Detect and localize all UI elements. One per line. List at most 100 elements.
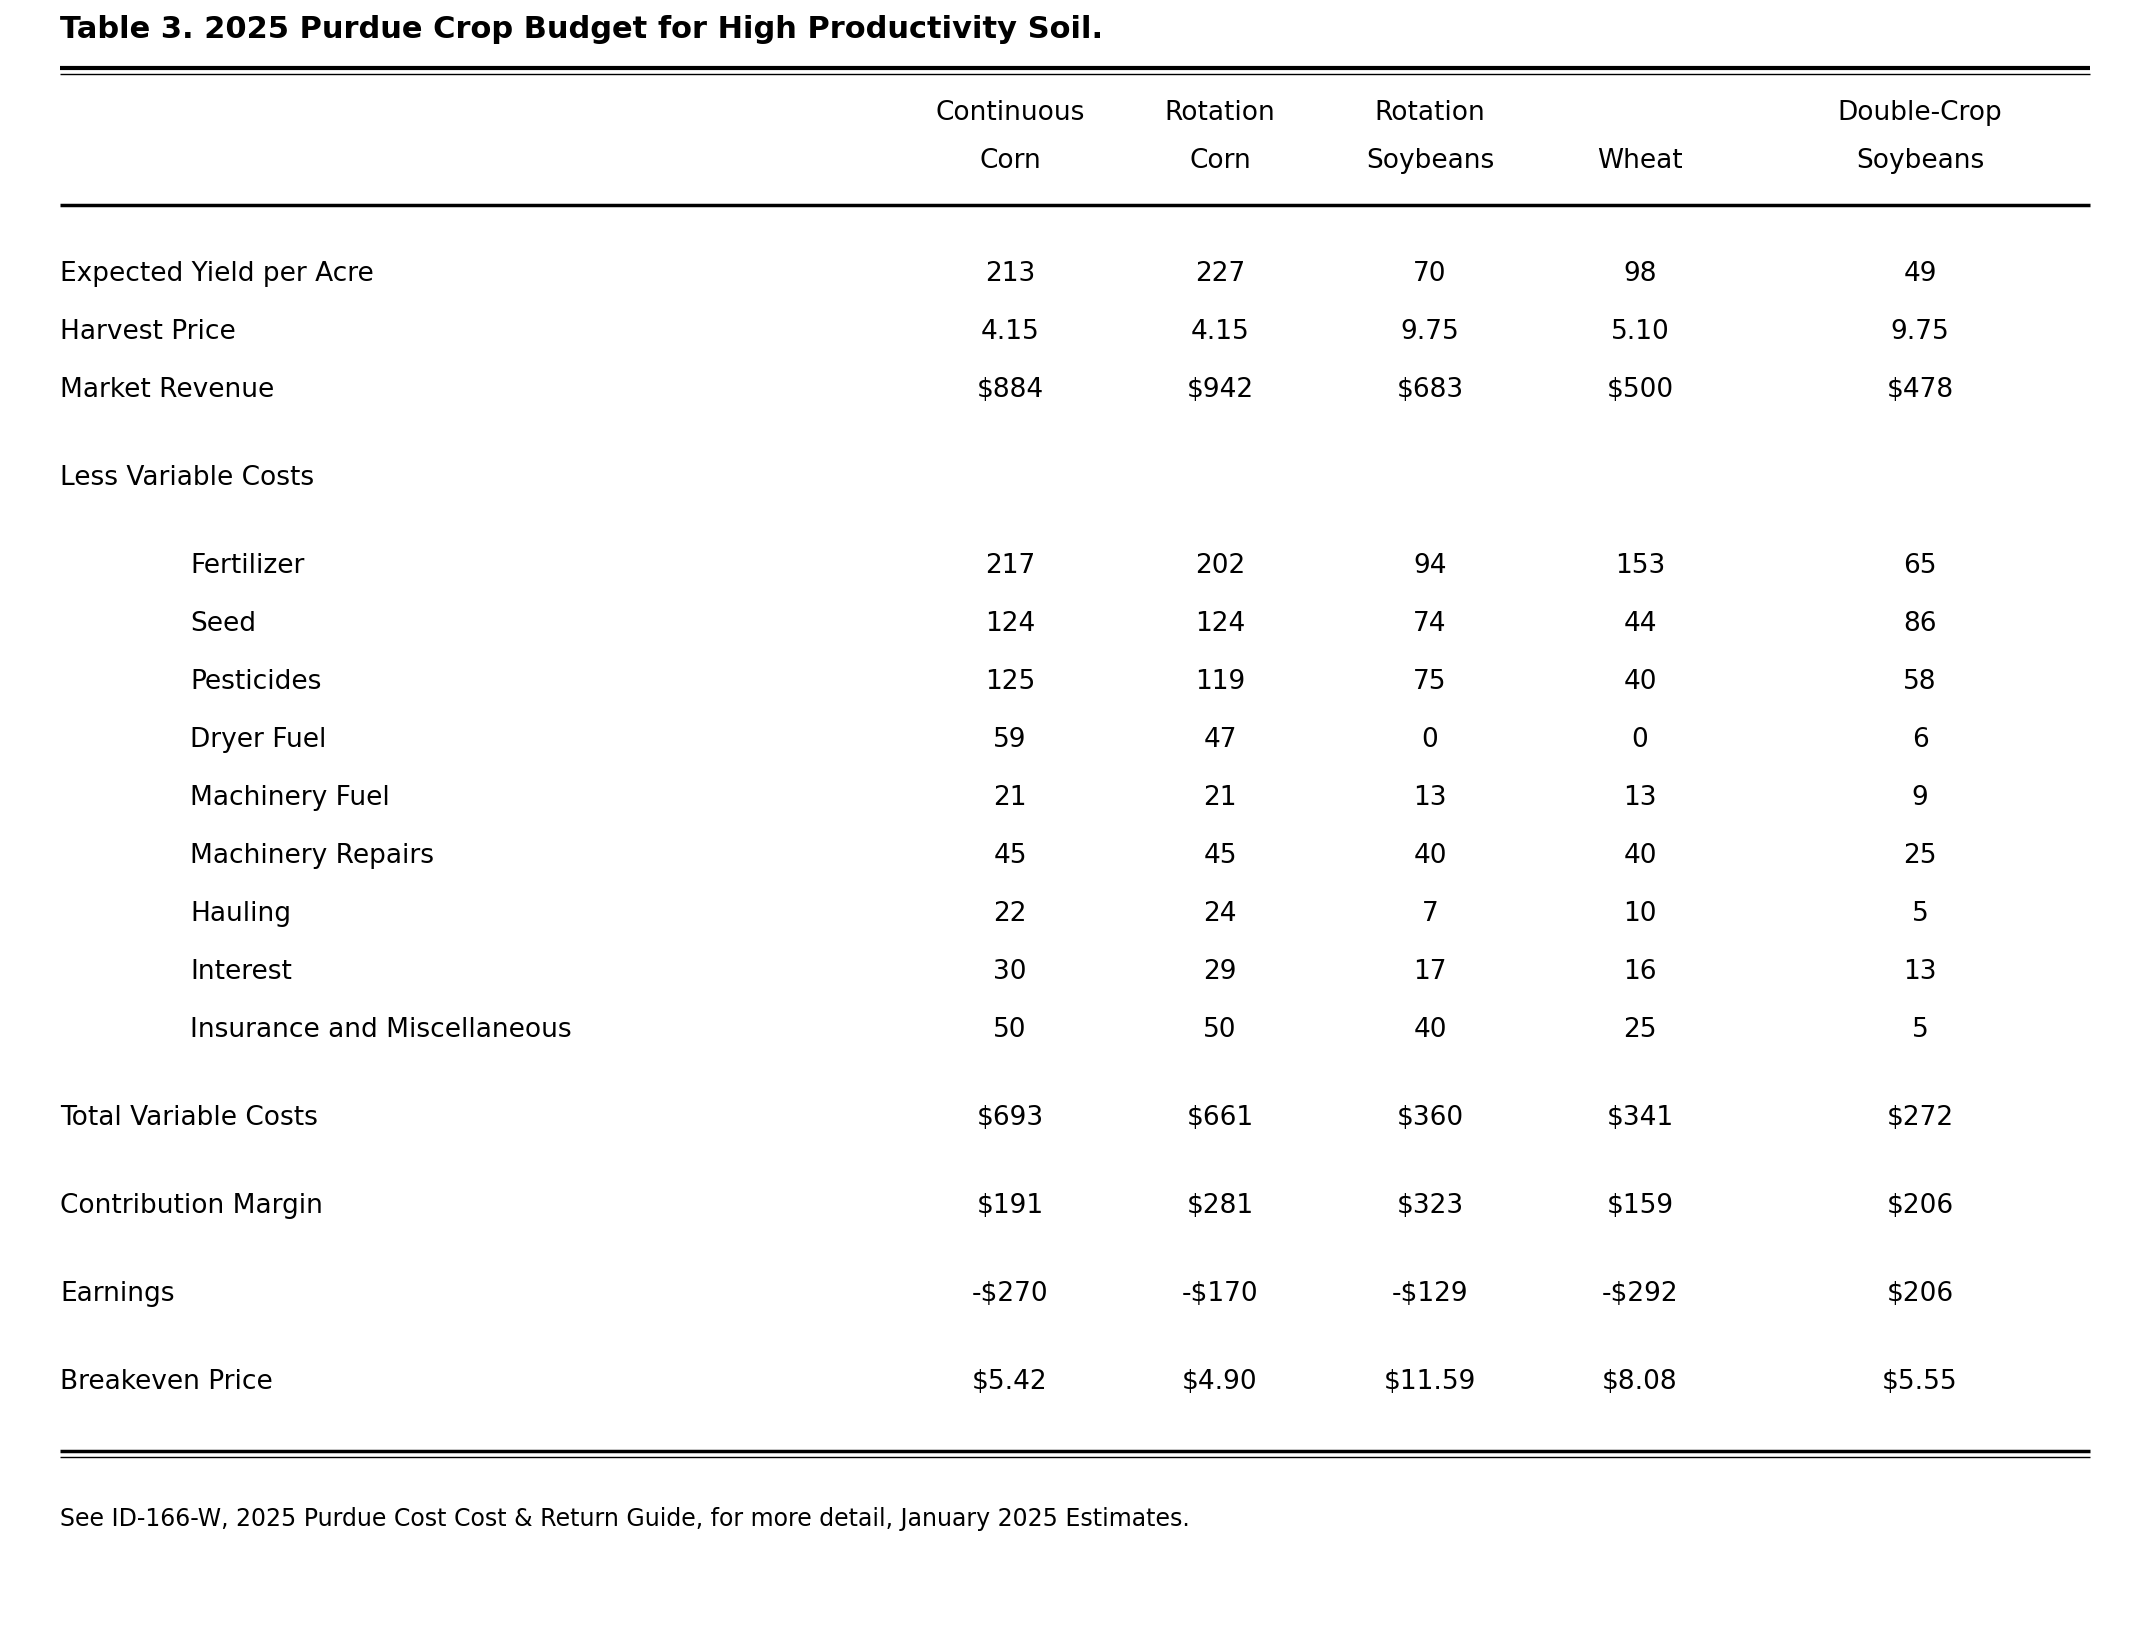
Text: Breakeven Price: Breakeven Price: [60, 1369, 273, 1396]
Text: Fertilizer: Fertilizer: [191, 553, 305, 580]
Text: 0: 0: [1421, 727, 1438, 754]
Text: 217: 217: [985, 553, 1034, 580]
Text: 40: 40: [1622, 668, 1657, 695]
Text: 13: 13: [1414, 785, 1446, 811]
Text: 58: 58: [1904, 668, 1936, 695]
Text: 0: 0: [1631, 727, 1648, 754]
Text: 25: 25: [1904, 842, 1936, 869]
Text: 98: 98: [1622, 261, 1657, 287]
Text: 75: 75: [1414, 668, 1446, 695]
Text: Soybeans: Soybeans: [1365, 148, 1494, 174]
Text: $5.55: $5.55: [1882, 1369, 1957, 1396]
Text: 5: 5: [1912, 1016, 1929, 1043]
Text: 10: 10: [1622, 901, 1657, 928]
Text: 40: 40: [1414, 842, 1446, 869]
Text: Seed: Seed: [191, 611, 255, 637]
Text: Corn: Corn: [1189, 148, 1251, 174]
Text: 9: 9: [1912, 785, 1929, 811]
Text: Interest: Interest: [191, 959, 292, 985]
Text: $159: $159: [1607, 1194, 1674, 1218]
Text: 50: 50: [1204, 1016, 1236, 1043]
Text: 74: 74: [1414, 611, 1446, 637]
Text: 213: 213: [985, 261, 1034, 287]
Text: 40: 40: [1414, 1016, 1446, 1043]
Text: 44: 44: [1622, 611, 1657, 637]
Text: Insurance and Miscellaneous: Insurance and Miscellaneous: [191, 1016, 571, 1043]
Text: 124: 124: [1195, 611, 1245, 637]
Text: 45: 45: [994, 842, 1026, 869]
Text: 13: 13: [1904, 959, 1936, 985]
Text: 59: 59: [994, 727, 1026, 754]
Text: Harvest Price: Harvest Price: [60, 319, 236, 345]
Text: 94: 94: [1414, 553, 1446, 580]
Text: Dryer Fuel: Dryer Fuel: [191, 727, 326, 754]
Text: $272: $272: [1886, 1105, 1953, 1131]
Text: 30: 30: [994, 959, 1026, 985]
Text: 40: 40: [1622, 842, 1657, 869]
Text: 22: 22: [994, 901, 1026, 928]
Text: 86: 86: [1904, 611, 1936, 637]
Text: $8.08: $8.08: [1603, 1369, 1678, 1396]
Text: $191: $191: [976, 1194, 1043, 1218]
Text: 227: 227: [1195, 261, 1245, 287]
Text: 9.75: 9.75: [1401, 319, 1459, 345]
Text: 70: 70: [1414, 261, 1446, 287]
Text: 25: 25: [1622, 1016, 1657, 1043]
Text: Less Variable Costs: Less Variable Costs: [60, 465, 313, 491]
Text: 21: 21: [994, 785, 1026, 811]
Text: 4.15: 4.15: [981, 319, 1039, 345]
Text: 16: 16: [1622, 959, 1657, 985]
Text: Pesticides: Pesticides: [191, 668, 322, 695]
Text: Continuous: Continuous: [936, 100, 1084, 126]
Text: $281: $281: [1187, 1194, 1253, 1218]
Text: 4.15: 4.15: [1191, 319, 1249, 345]
Text: $683: $683: [1397, 378, 1464, 402]
Text: 125: 125: [985, 668, 1034, 695]
Text: 5.10: 5.10: [1612, 319, 1670, 345]
Text: $661: $661: [1187, 1105, 1253, 1131]
Text: 9.75: 9.75: [1891, 319, 1949, 345]
Text: 124: 124: [985, 611, 1034, 637]
Text: 47: 47: [1204, 727, 1236, 754]
Text: Double-Crop: Double-Crop: [1837, 100, 2002, 126]
Text: $11.59: $11.59: [1384, 1369, 1476, 1396]
Text: $4.90: $4.90: [1182, 1369, 1258, 1396]
Text: -$292: -$292: [1601, 1281, 1678, 1307]
Text: 29: 29: [1204, 959, 1236, 985]
Text: 5: 5: [1912, 901, 1929, 928]
Text: $693: $693: [976, 1105, 1043, 1131]
Text: See ID-166-W, 2025 Purdue Cost Cost & Return Guide, for more detail, January 202: See ID-166-W, 2025 Purdue Cost Cost & Re…: [60, 1507, 1189, 1530]
Text: Contribution Margin: Contribution Margin: [60, 1194, 322, 1218]
Text: Soybeans: Soybeans: [1856, 148, 1985, 174]
Text: $500: $500: [1607, 378, 1674, 402]
Text: Rotation: Rotation: [1376, 100, 1485, 126]
Text: Expected Yield per Acre: Expected Yield per Acre: [60, 261, 373, 287]
Text: Machinery Fuel: Machinery Fuel: [191, 785, 391, 811]
Text: $341: $341: [1607, 1105, 1674, 1131]
Text: Table 3. 2025 Purdue Crop Budget for High Productivity Soil.: Table 3. 2025 Purdue Crop Budget for Hig…: [60, 15, 1103, 44]
Text: Machinery Repairs: Machinery Repairs: [191, 842, 433, 869]
Text: Earnings: Earnings: [60, 1281, 174, 1307]
Text: Market Revenue: Market Revenue: [60, 378, 275, 402]
Text: Wheat: Wheat: [1597, 148, 1682, 174]
Text: $323: $323: [1397, 1194, 1464, 1218]
Text: 202: 202: [1195, 553, 1245, 580]
Text: 17: 17: [1414, 959, 1446, 985]
Text: 6: 6: [1912, 727, 1929, 754]
Text: $5.42: $5.42: [972, 1369, 1047, 1396]
Text: $206: $206: [1886, 1194, 1953, 1218]
Text: 153: 153: [1616, 553, 1665, 580]
Text: $942: $942: [1187, 378, 1253, 402]
Text: Hauling: Hauling: [191, 901, 292, 928]
Text: $478: $478: [1886, 378, 1953, 402]
Text: 24: 24: [1204, 901, 1236, 928]
Text: 49: 49: [1904, 261, 1936, 287]
Text: -$170: -$170: [1182, 1281, 1258, 1307]
Text: 50: 50: [994, 1016, 1026, 1043]
Text: 21: 21: [1204, 785, 1236, 811]
Text: $360: $360: [1397, 1105, 1464, 1131]
Text: 45: 45: [1204, 842, 1236, 869]
Text: Total Variable Costs: Total Variable Costs: [60, 1105, 318, 1131]
Text: Corn: Corn: [979, 148, 1041, 174]
Text: 65: 65: [1904, 553, 1936, 580]
